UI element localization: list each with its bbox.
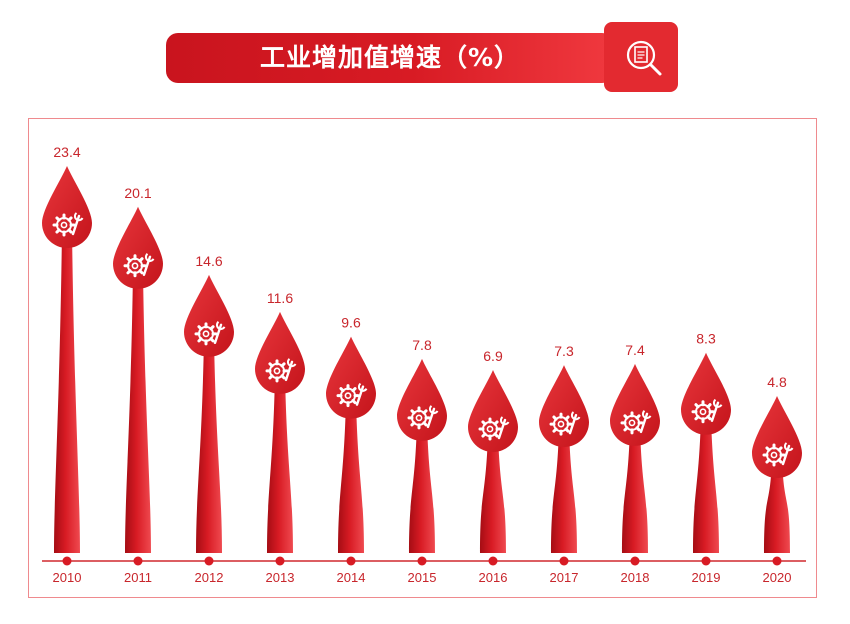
bar-drop-2011 bbox=[113, 206, 163, 289]
bar-drop-2013 bbox=[255, 311, 305, 394]
report-search-button bbox=[604, 22, 678, 92]
bar-drop-2014 bbox=[326, 336, 376, 419]
bar-stem-2014 bbox=[338, 399, 364, 553]
category-label-2012: 2012 bbox=[195, 570, 224, 585]
category-label-2014: 2014 bbox=[337, 570, 366, 585]
axis-dot-2013 bbox=[275, 556, 285, 566]
bar-drop-2020 bbox=[752, 396, 802, 479]
axis-dot-2019 bbox=[701, 556, 711, 566]
category-label-2019: 2019 bbox=[692, 570, 721, 585]
bar-drop-2012 bbox=[184, 274, 234, 357]
gear-wrench-icon bbox=[265, 358, 297, 383]
bar-stem-2012 bbox=[196, 337, 222, 553]
bar-stem-2020 bbox=[764, 459, 790, 553]
gear-wrench-icon bbox=[762, 442, 794, 467]
category-label-2013: 2013 bbox=[266, 570, 295, 585]
axis-dot-2011 bbox=[133, 556, 143, 566]
gear-wrench-icon bbox=[336, 382, 368, 408]
gear-wrench-icon bbox=[620, 410, 652, 435]
gear-wrench-icon bbox=[549, 411, 581, 436]
bar-drop-2015 bbox=[396, 358, 448, 441]
axis-dot-2020 bbox=[772, 556, 782, 566]
bar-stem-2011 bbox=[125, 269, 151, 553]
category-label-2010: 2010 bbox=[53, 570, 82, 585]
value-label-2011: 20.1 bbox=[124, 185, 151, 201]
gear-wrench-icon bbox=[194, 321, 226, 346]
value-label-2019: 8.3 bbox=[696, 331, 716, 347]
gear-wrench-icon bbox=[52, 212, 84, 237]
category-label-2011: 2011 bbox=[124, 570, 152, 585]
category-label-2018: 2018 bbox=[621, 570, 650, 585]
bar-drop-2019 bbox=[681, 352, 731, 435]
document-magnifier-icon bbox=[626, 40, 662, 76]
bar-stem-2017 bbox=[551, 428, 577, 553]
bar-stem-2015 bbox=[409, 421, 435, 553]
axis-dot-2014 bbox=[346, 556, 356, 566]
bar-stem-2019 bbox=[693, 415, 719, 553]
category-label-2016: 2016 bbox=[479, 570, 508, 585]
value-label-2017: 7.3 bbox=[554, 343, 574, 359]
bar-drop-2010 bbox=[42, 166, 93, 249]
bar-drop-2018 bbox=[610, 363, 660, 446]
category-label-2017: 2017 bbox=[550, 570, 579, 585]
bar-stem-2013 bbox=[267, 374, 293, 553]
axis-dot-2016 bbox=[488, 556, 498, 566]
value-label-2014: 9.6 bbox=[341, 315, 361, 331]
bar-stem-2010 bbox=[54, 229, 80, 553]
gear-wrench-icon bbox=[407, 405, 439, 430]
axis-dot-2017 bbox=[559, 556, 569, 566]
value-label-2018: 7.4 bbox=[625, 342, 645, 358]
category-label-2015: 2015 bbox=[408, 570, 437, 585]
bar-stem-2018 bbox=[622, 426, 648, 553]
value-label-2020: 4.8 bbox=[767, 374, 787, 390]
value-label-2010: 23.4 bbox=[53, 144, 80, 160]
category-label-2020: 2020 bbox=[763, 570, 792, 585]
axis-dot-2010 bbox=[62, 556, 72, 566]
axis-dot-2018 bbox=[630, 556, 640, 566]
gear-wrench-icon bbox=[478, 416, 510, 441]
axis-dot-2012 bbox=[204, 556, 214, 566]
axis-dot-2015 bbox=[417, 556, 427, 566]
gear-wrench-icon bbox=[691, 398, 723, 424]
chart-frame bbox=[28, 118, 817, 598]
bar-stem-2016 bbox=[480, 433, 506, 553]
header-banner bbox=[166, 33, 614, 83]
value-label-2013: 11.6 bbox=[267, 290, 293, 306]
gear-wrench-icon bbox=[123, 253, 155, 278]
chart-title: 工业增加值增速（%） bbox=[259, 43, 521, 72]
bar-drop-2017 bbox=[539, 365, 589, 448]
value-label-2012: 14.6 bbox=[195, 253, 222, 269]
value-label-2016: 6.9 bbox=[483, 348, 503, 364]
value-label-2015: 7.8 bbox=[412, 337, 432, 353]
bar-drop-2016 bbox=[468, 370, 518, 453]
